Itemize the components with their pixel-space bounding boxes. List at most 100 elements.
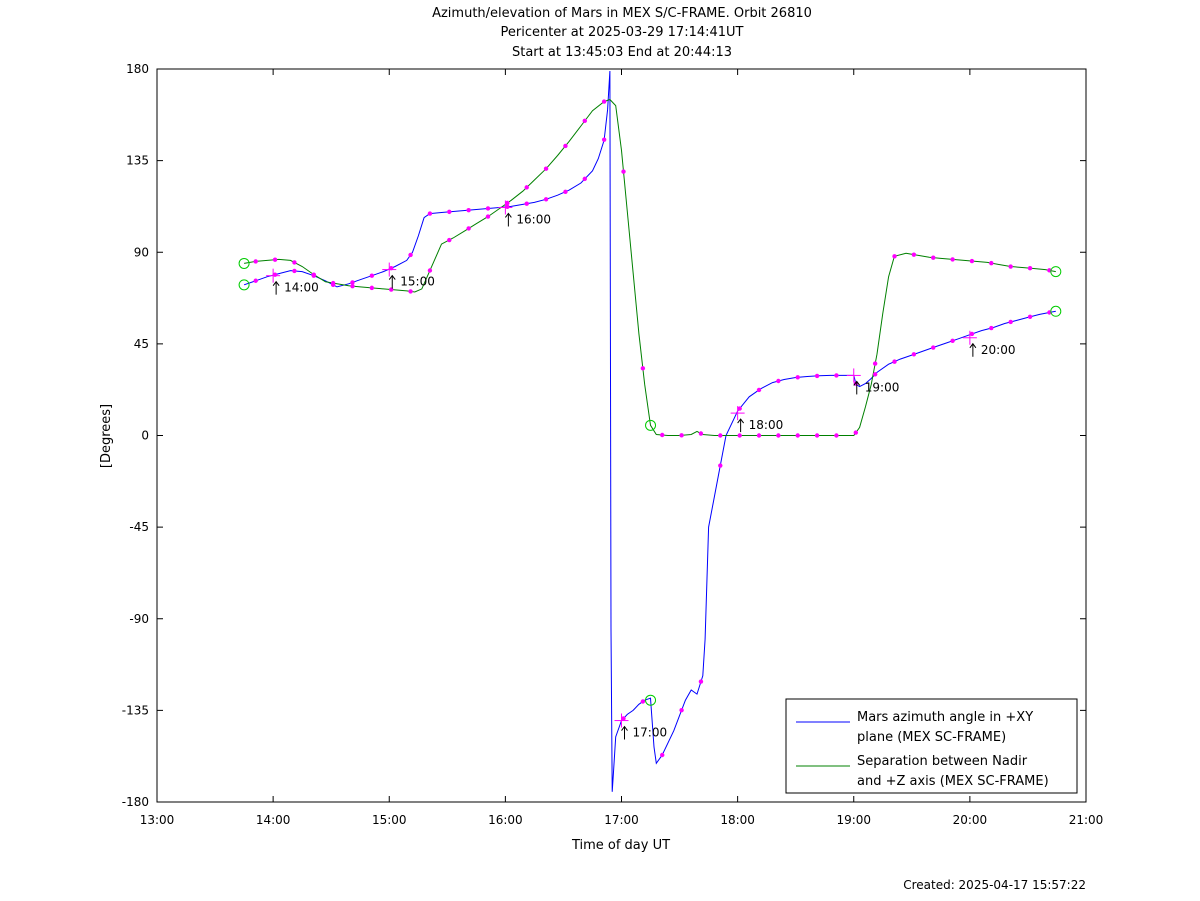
sample-marker [950, 257, 955, 262]
sample-marker [698, 431, 704, 436]
sample-marker [814, 373, 820, 379]
sample-marker [795, 433, 800, 438]
sample-marker [1008, 319, 1013, 325]
sample-marker [408, 289, 413, 294]
sample-marker [1008, 264, 1013, 269]
sample-marker [892, 254, 897, 259]
sample-marker [892, 359, 897, 364]
sample-marker [485, 206, 491, 211]
y-tick-label: 135 [126, 154, 149, 168]
x-tick-label: 13:00 [140, 813, 175, 827]
sample-marker [911, 352, 917, 357]
plot-frame [156, 68, 1087, 803]
sample-marker [601, 99, 607, 104]
endpoint-circle [645, 694, 657, 706]
sample-marker [795, 375, 800, 380]
y-tick-label: -180 [122, 795, 149, 809]
plot-area [156, 68, 1087, 803]
sample-marker [1027, 314, 1033, 320]
y-tick-label: -45 [129, 520, 149, 534]
sample-marker [563, 143, 568, 149]
hour-arrow-head [504, 212, 512, 218]
legend-label-separation-line-2: and +Z axis (MEX SC-FRAME) [857, 774, 1049, 789]
endpoint-circle [1050, 266, 1062, 278]
x-tick-label: 17:00 [604, 813, 639, 827]
sample-marker [466, 207, 471, 213]
y-axis-label: [Degrees] [99, 404, 114, 468]
sample-marker [969, 258, 975, 264]
x-tick-label: 16:00 [488, 813, 523, 827]
endpoint-circle [238, 257, 250, 269]
sample-marker [563, 189, 568, 195]
sample-marker [853, 430, 859, 435]
sample-marker [698, 679, 704, 684]
sample-marker [447, 209, 452, 215]
endpoint-circle [238, 279, 250, 291]
hour-arrow-head [737, 418, 745, 424]
sample-marker [911, 252, 917, 257]
sample-marker [466, 226, 471, 231]
sample-marker [834, 433, 839, 438]
sample-marker [621, 716, 626, 721]
series-layer [243, 70, 1056, 792]
x-tick-label: 18:00 [720, 813, 755, 827]
legend-label-azimuth-line-1: Mars azimuth angle in +XY [857, 710, 1033, 725]
sample-marker [601, 137, 607, 142]
sample-marker [776, 378, 781, 384]
sample-marker [524, 185, 529, 190]
sample-marker [931, 345, 936, 350]
marker-layer [238, 99, 1062, 758]
sample-marker [543, 197, 549, 202]
sample-marker [776, 433, 781, 438]
legend-label-azimuth-line-2: plane (MEX SC-FRAME) [857, 730, 1006, 745]
y-tick-label: 90 [134, 245, 149, 259]
hour-arrow-head [621, 725, 628, 731]
sample-marker [950, 338, 955, 343]
sample-marker [989, 325, 994, 331]
sample-marker [660, 432, 665, 438]
sample-marker [756, 387, 762, 393]
sample-marker [524, 201, 529, 206]
sample-marker [292, 260, 297, 265]
sample-marker [408, 252, 413, 258]
x-tick-label: 15:00 [372, 813, 407, 827]
sample-marker [253, 259, 258, 264]
chart-title-line-1: Azimuth/elevation of Mars in MEX S/C-FRA… [432, 6, 812, 21]
series-line-0 [243, 70, 1056, 792]
hour-label: 17:00 [633, 726, 668, 740]
sample-marker [427, 268, 433, 273]
sample-marker [543, 166, 549, 171]
sample-marker [485, 214, 491, 219]
legend: Mars azimuth angle in +XY plane (MEX SC-… [785, 698, 1078, 794]
sample-marker [718, 433, 723, 438]
sample-marker [1027, 266, 1033, 271]
sample-marker [369, 285, 375, 291]
sample-marker [621, 169, 626, 174]
hour-label: 20:00 [981, 343, 1016, 357]
time-label-layer: 14:00 15:00 16:00 17:00 18:00 19:00 20:00 [272, 212, 1016, 740]
series-line-1 [244, 98, 1056, 436]
hour-arrow-head [388, 274, 396, 280]
hour-label: 14:00 [284, 281, 319, 295]
created-timestamp: Created: 2025-04-17 15:57:22 [903, 878, 1086, 892]
sample-marker [389, 287, 394, 292]
sample-marker [814, 433, 820, 438]
sample-marker [505, 200, 510, 206]
x-tick-label: 21:00 [1069, 813, 1104, 827]
legend-box [785, 698, 1078, 794]
sample-marker [582, 176, 587, 182]
sample-marker [989, 260, 994, 266]
sample-marker [582, 118, 587, 124]
y-tick-label: -90 [129, 612, 149, 626]
axis-layer: 13:00 14:00 15:00 16:00 17:00 18:00 19:00 20:00… [122, 62, 1104, 827]
x-tick-label: 20:00 [953, 813, 988, 827]
y-tick-label: 0 [141, 429, 149, 443]
y-tick-label: 45 [134, 337, 149, 351]
y-tick-label: 180 [126, 62, 149, 76]
sample-marker [350, 280, 355, 285]
sample-marker [272, 257, 278, 262]
sample-marker [292, 268, 297, 274]
hour-label: 16:00 [516, 212, 551, 226]
sample-marker [872, 361, 878, 366]
